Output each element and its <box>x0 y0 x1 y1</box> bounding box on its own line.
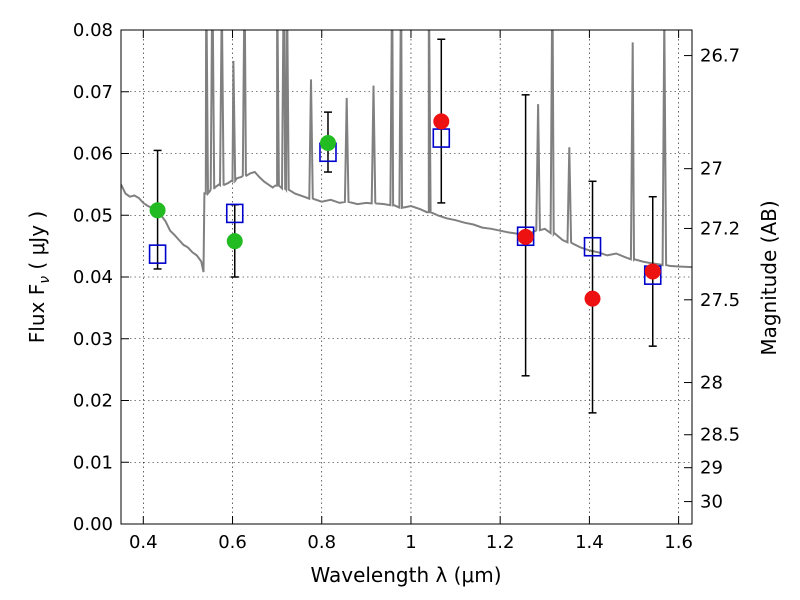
red-point <box>433 113 450 130</box>
x-tick-label: 1.2 <box>486 532 515 553</box>
y-axis-label-subscript: ν <box>37 276 53 284</box>
y2-tick-label: 29 <box>700 458 723 479</box>
red-point <box>584 290 601 307</box>
y-tick-label: 0.07 <box>73 82 113 103</box>
y-tick-label: 0.02 <box>73 391 113 412</box>
y-tick-label: 0.00 <box>73 514 113 535</box>
y2-axis-label: Magnitude (AB) <box>757 200 781 355</box>
y-axis-label-main: Flux F <box>25 284 49 343</box>
y-tick-label: 0.03 <box>73 329 113 350</box>
gridlines <box>121 30 692 524</box>
model-square-point <box>516 226 535 247</box>
y-axis-label: Flux Fν ( μJy ) <box>25 211 53 343</box>
x-axis-label: Wavelength λ (μm) <box>310 563 501 587</box>
x-tick-label: 0.6 <box>218 532 247 553</box>
model-square-point <box>225 203 244 224</box>
spectrum-line <box>121 30 692 273</box>
y2-tick-label: 27 <box>700 159 723 180</box>
x-tick-label: 1.4 <box>575 532 604 553</box>
green-point <box>319 135 336 152</box>
y2-tick-label: 26.7 <box>700 46 740 67</box>
green-point <box>149 202 166 219</box>
spectrum-series <box>121 30 692 273</box>
model-square-point <box>583 236 602 257</box>
green-point-series <box>149 135 336 250</box>
y2-tick-label: 27.5 <box>700 290 740 311</box>
red-point <box>517 228 534 245</box>
y-axis-label-units: ( μJy ) <box>25 211 49 276</box>
y-tick-label: 0.01 <box>73 452 113 473</box>
x-tick-label: 0.8 <box>307 532 336 553</box>
y-tick-label: 0.05 <box>73 205 113 226</box>
y2-tick-label: 28 <box>700 373 723 394</box>
model-square-point <box>148 244 167 264</box>
errorbar-series <box>153 38 657 414</box>
y2-tick-label: 27.2 <box>700 218 740 239</box>
y2-tick-label: 28.5 <box>700 425 740 446</box>
y-tick-label: 0.06 <box>73 144 113 165</box>
y-tick-label: 0.08 <box>73 20 113 41</box>
x-tick-label: 1 <box>405 532 416 553</box>
x-tick-label: 1.6 <box>664 532 693 553</box>
red-point-series <box>433 113 661 307</box>
y2-tick-label: 30 <box>700 492 723 513</box>
green-point <box>226 233 243 250</box>
x-tick-label: 0.4 <box>129 532 158 553</box>
red-point <box>644 263 661 280</box>
y-tick-label: 0.04 <box>73 267 113 288</box>
axis-ticks: 0.4 0.6 0.8 1 1.2 1.4 1.6 0.00 0.01 0.02 0.03 0.04 0… <box>73 20 740 553</box>
